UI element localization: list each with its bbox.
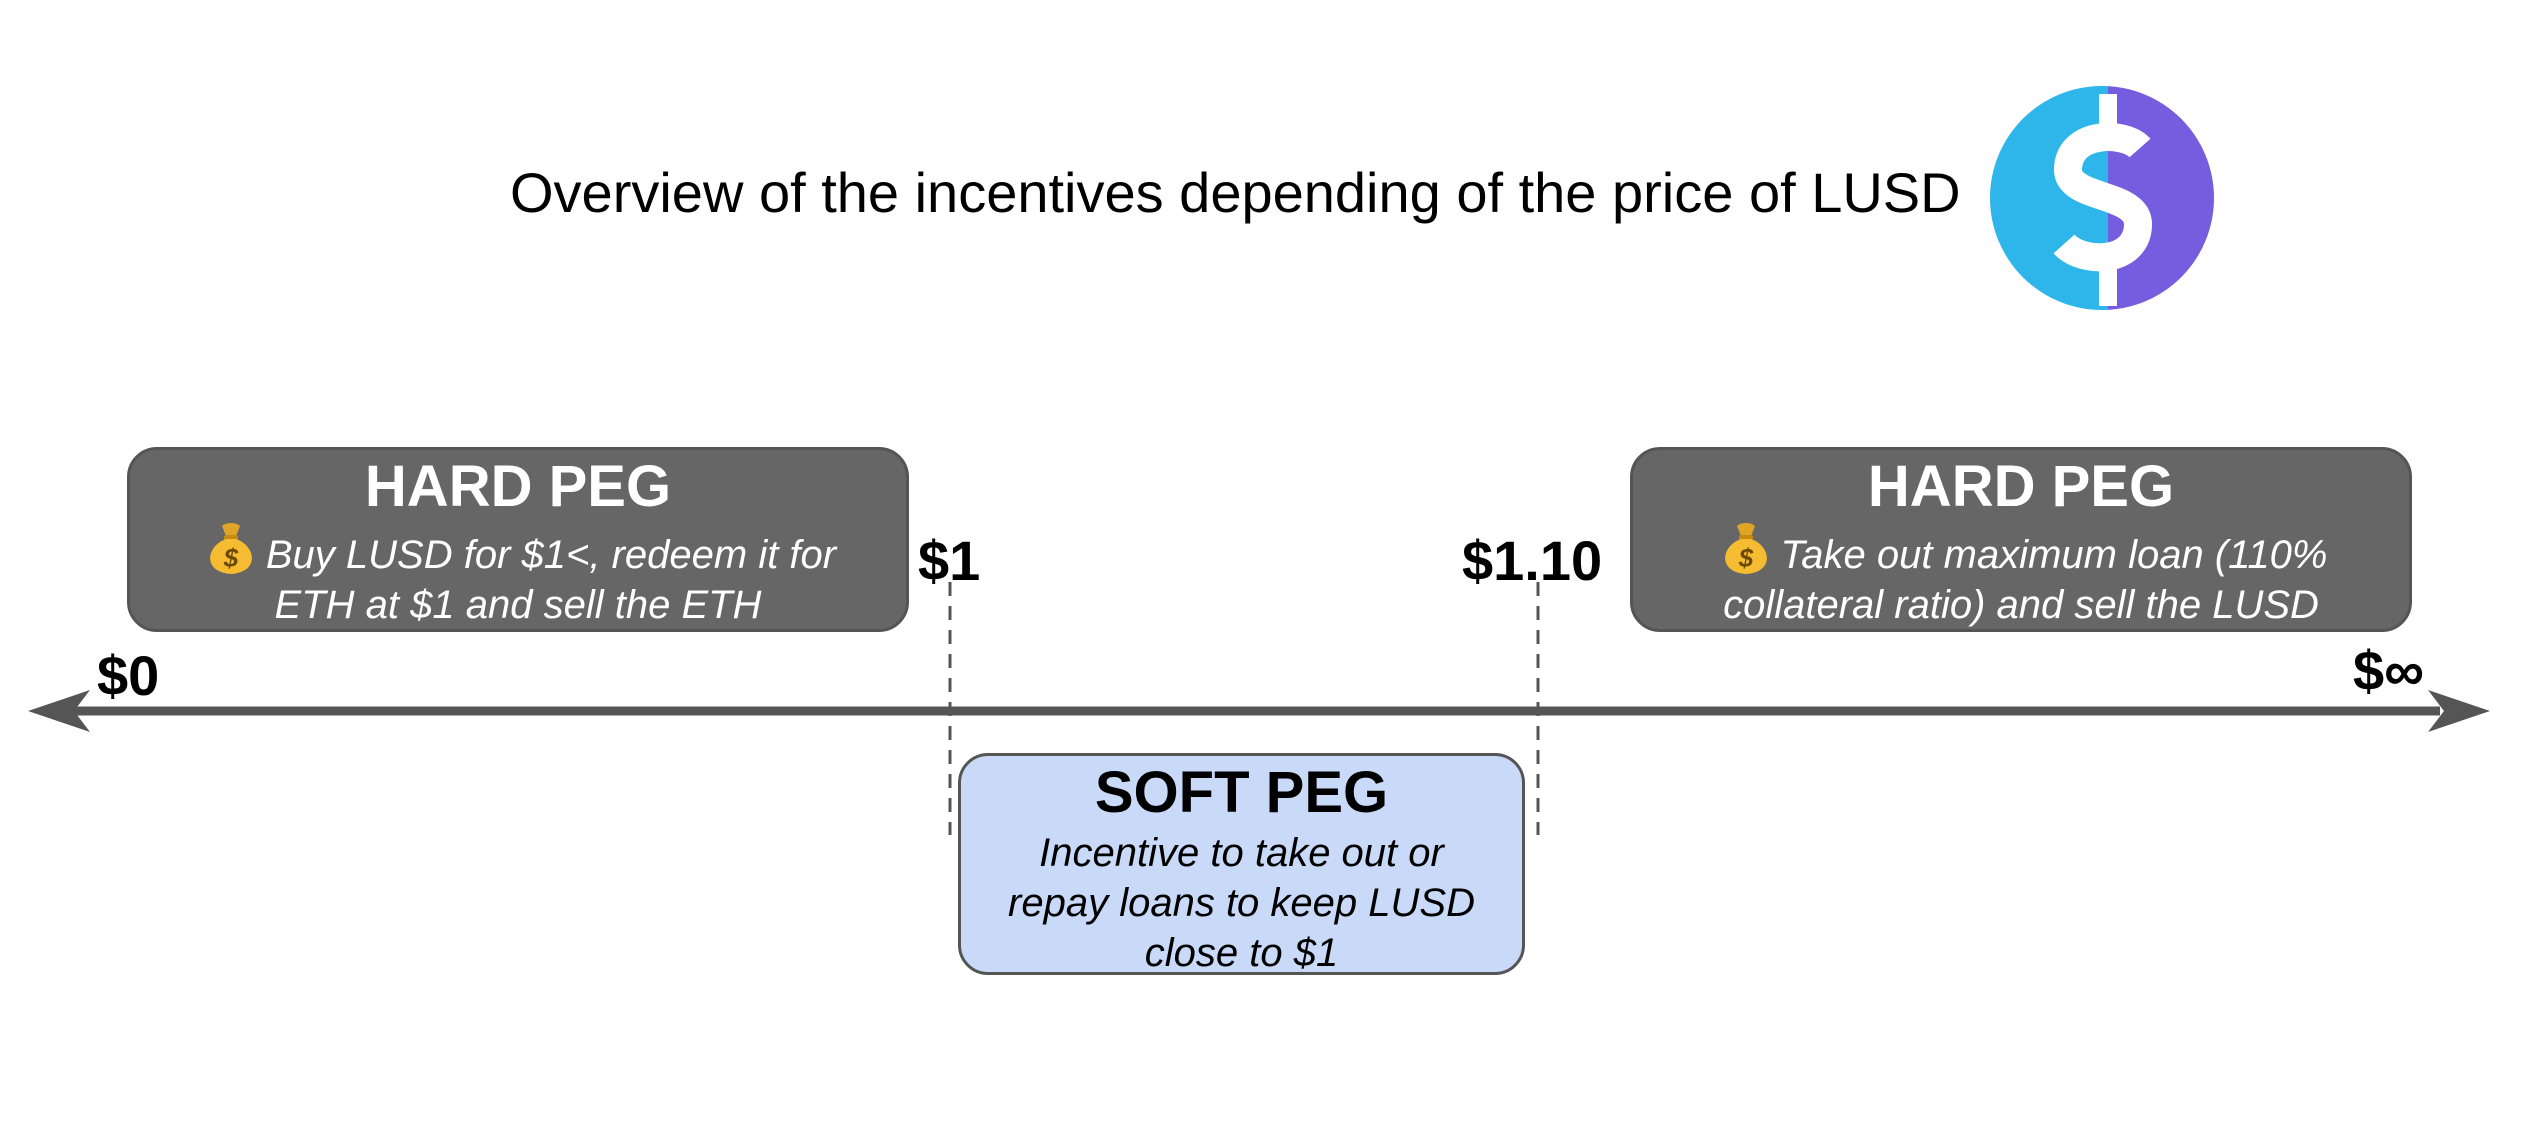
soft-peg-box: SOFT PEG Incentive to take out or repay …: [958, 753, 1525, 975]
hard-peg-left-line-1: Buy LUSD for $1<, redeem it for: [265, 533, 837, 577]
svg-text:$: $: [1737, 543, 1753, 573]
price-label-one: $1: [918, 529, 981, 592]
soft-peg-line-1: Incentive to take out or: [1039, 831, 1444, 875]
soft-peg-line-2: repay loans to keep LUSD: [1008, 881, 1475, 925]
diagram-title: Overview of the incentives depending of …: [510, 161, 1961, 224]
hard-peg-left-line-2: ETH at $1 and sell the ETH: [274, 583, 762, 627]
axis-left-arrowhead: [28, 690, 90, 732]
svg-text:$: $: [223, 543, 239, 573]
money-bag-icon: $: [209, 523, 252, 574]
hard-peg-left-description: $ Buy LUSD for $1<, redeem it for ETH at…: [130, 522, 906, 630]
soft-peg-description: Incentive to take out or repay loans to …: [961, 828, 1522, 978]
hard-peg-right-description: $ Take out maximum loan (110% collateral…: [1633, 522, 2409, 630]
price-label-one-ten: $1.10: [1462, 529, 1603, 592]
hard-peg-right-line-2: collateral ratio) and sell the LUSD: [1723, 583, 2319, 627]
price-label-zero: $0: [97, 644, 160, 707]
money-bag-icon: $: [1724, 523, 1767, 574]
axis-right-arrowhead: [2428, 690, 2490, 732]
price-label-infinity: $∞: [2353, 639, 2425, 702]
hard-peg-right-title: HARD PEG: [1867, 454, 2175, 519]
lusd-dollar-logo-icon: [1990, 86, 2214, 310]
hard-peg-right-line-1: Take out maximum loan (110%: [1780, 533, 2328, 577]
hard-peg-right-box: HARD PEG $ Take out maximum loan (110% c…: [1630, 447, 2412, 632]
hard-peg-left-box: HARD PEG $ Buy LUSD for $1<, redeem it f…: [127, 447, 909, 632]
hard-peg-left-title: HARD PEG: [364, 454, 672, 519]
soft-peg-title: SOFT PEG: [1094, 760, 1389, 825]
soft-peg-line-3: close to $1: [1144, 931, 1339, 975]
